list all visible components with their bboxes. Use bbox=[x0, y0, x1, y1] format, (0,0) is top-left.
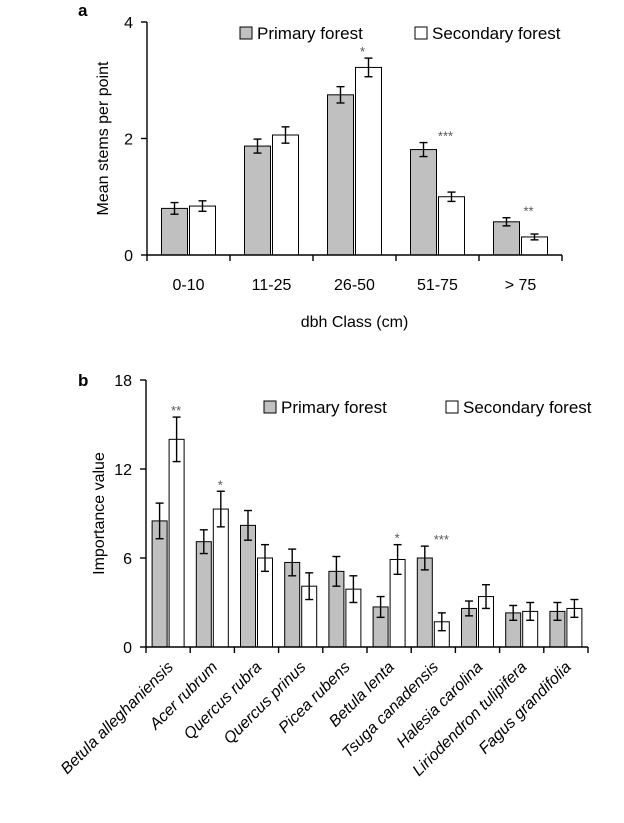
primary-forest-bar bbox=[327, 94, 354, 256]
x-tick-label: 51-75 bbox=[417, 277, 458, 294]
y-tick-label: 12 bbox=[114, 462, 132, 479]
significance-marker: ** bbox=[171, 403, 181, 418]
y-tick-label: 18 bbox=[114, 373, 132, 390]
legend-label: Secondary forest bbox=[432, 24, 561, 43]
x-tick-label: 0-10 bbox=[172, 277, 204, 294]
secondary-forest-bar bbox=[168, 438, 185, 648]
y-axis-title: Importance value bbox=[91, 452, 108, 575]
panel-label: b bbox=[78, 371, 88, 390]
y-tick-label: 2 bbox=[124, 132, 133, 149]
legend-swatch bbox=[445, 400, 459, 414]
significance-marker: *** bbox=[434, 532, 449, 547]
y-tick-label: 0 bbox=[123, 640, 132, 657]
x-tick-label: 26-50 bbox=[334, 277, 375, 294]
secondary-forest-bar bbox=[272, 134, 299, 256]
primary-forest-bar bbox=[151, 520, 168, 648]
secondary-forest-bar bbox=[355, 66, 382, 256]
primary-forest-bar bbox=[493, 221, 520, 256]
secondary-forest-bar bbox=[212, 508, 229, 648]
x-axis-title: dbh Class (cm) bbox=[301, 314, 409, 331]
secondary-forest-bar bbox=[438, 196, 465, 256]
y-axis-title: Mean stems per point bbox=[95, 61, 112, 215]
legend-label: Secondary forest bbox=[463, 398, 592, 417]
primary-forest-bar bbox=[240, 524, 256, 648]
legend-label: Primary forest bbox=[257, 24, 363, 43]
legend-swatch bbox=[239, 26, 253, 40]
primary-forest-bar bbox=[410, 149, 437, 256]
primary-forest-bar bbox=[195, 541, 212, 648]
significance-marker: * bbox=[395, 531, 400, 546]
legend-swatch bbox=[414, 26, 428, 40]
primary-forest-bar bbox=[161, 207, 188, 256]
x-tick-label: > 75 bbox=[505, 277, 537, 294]
legend-label: Primary forest bbox=[281, 398, 387, 417]
primary-forest-bar bbox=[416, 557, 433, 648]
significance-marker: *** bbox=[438, 129, 453, 144]
significance-marker: ** bbox=[523, 204, 533, 219]
panel-label: a bbox=[78, 1, 88, 20]
y-tick-label: 6 bbox=[123, 551, 132, 568]
secondary-forest-bar bbox=[189, 205, 216, 256]
significance-marker: * bbox=[218, 477, 223, 492]
legend-swatch bbox=[263, 400, 277, 414]
x-tick-label: Quercus rubra bbox=[181, 659, 265, 743]
primary-forest-bar bbox=[244, 145, 271, 256]
x-tick-label: 11-25 bbox=[252, 277, 292, 294]
y-tick-label: 0 bbox=[124, 248, 133, 265]
significance-marker: * bbox=[360, 44, 365, 59]
y-tick-label: 4 bbox=[124, 15, 133, 32]
